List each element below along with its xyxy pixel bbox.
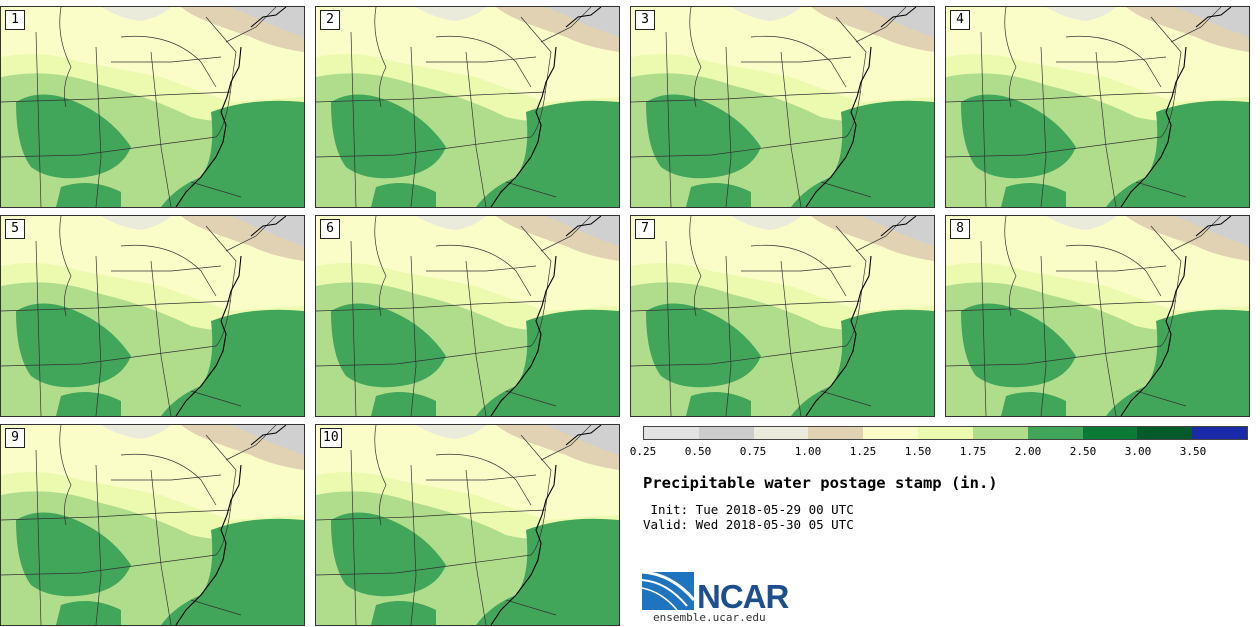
init-time: Init: Tue 2018-05-29 00 UTC (643, 502, 854, 517)
precipitable-water-map (316, 7, 619, 207)
panel-number: 5 (5, 219, 25, 239)
panel-number: 6 (320, 219, 340, 239)
map-panel: 1 (0, 6, 305, 208)
panel-number: 1 (5, 10, 25, 30)
colorbar-tick-label: 0.25 (629, 445, 657, 458)
colorbar-tick-label: 1.25 (849, 445, 877, 458)
colorbar-tick-label: 2.50 (1069, 445, 1097, 458)
precipitable-water-map (631, 7, 934, 207)
panel-number: 3 (635, 10, 655, 30)
colorbar-tick-label: 3.50 (1179, 445, 1207, 458)
map-panel: 3 (630, 6, 935, 208)
colorbar-segment (863, 427, 919, 439)
precipitable-water-map (631, 216, 934, 416)
precipitable-water-map (1, 425, 304, 625)
logo-url: ensemble.ucar.edu (653, 611, 766, 624)
colorbar-tick-label: 0.50 (684, 445, 712, 458)
colorbar-segment (753, 427, 809, 439)
colorbar-tick-label: 1.75 (959, 445, 987, 458)
precipitable-water-map (946, 7, 1249, 207)
colorbar-segment (1192, 427, 1247, 439)
precipitable-water-map (316, 216, 619, 416)
map-panel: 7 (630, 215, 935, 417)
logo-text: NCAR (697, 578, 789, 615)
map-panel: 5 (0, 215, 305, 417)
panel-number: 2 (320, 10, 340, 30)
precipitable-water-map (316, 425, 619, 625)
valid-time: Valid: Wed 2018-05-30 05 UTC (643, 517, 854, 532)
colorbar-tick-label: 1.50 (904, 445, 932, 458)
colorbar-segment (808, 427, 864, 439)
colorbar-segment (1082, 427, 1138, 439)
colorbar-ticks: 0.25 0.50 0.75 1.00 1.25 1.50 1.75 2.00 2.50 3.00… (629, 445, 1260, 459)
panel-number: 8 (950, 219, 970, 239)
colorbar-tick-label: 3.00 (1124, 445, 1152, 458)
colorbar-tick-label: 0.75 (739, 445, 767, 458)
colorbar-segment (698, 427, 754, 439)
colorbar-segment (972, 427, 1028, 439)
colorbar-segment (1137, 427, 1193, 439)
colorbar-segment (644, 427, 699, 439)
panel-number: 10 (320, 428, 342, 448)
panel-number: 4 (950, 10, 970, 30)
precipitable-water-map (946, 216, 1249, 416)
map-panel: 8 (945, 215, 1250, 417)
precipitable-water-map (1, 216, 304, 416)
map-panel: 9 (0, 424, 305, 626)
figure-title: Precipitable water postage stamp (in.) (643, 474, 998, 492)
panel-number: 9 (5, 428, 25, 448)
map-panel: 4 (945, 6, 1250, 208)
colorbar (643, 426, 1248, 440)
colorbar-tick-label: 2.00 (1014, 445, 1042, 458)
map-panel: 2 (315, 6, 620, 208)
panel-number: 7 (635, 219, 655, 239)
precipitable-water-map (1, 7, 304, 207)
colorbar-tick-label: 1.00 (794, 445, 822, 458)
map-panel: 10 (315, 424, 620, 626)
ncar-logo-icon (642, 570, 696, 611)
colorbar-segment (918, 427, 973, 439)
colorbar-segment (1027, 427, 1083, 439)
map-panel: 6 (315, 215, 620, 417)
